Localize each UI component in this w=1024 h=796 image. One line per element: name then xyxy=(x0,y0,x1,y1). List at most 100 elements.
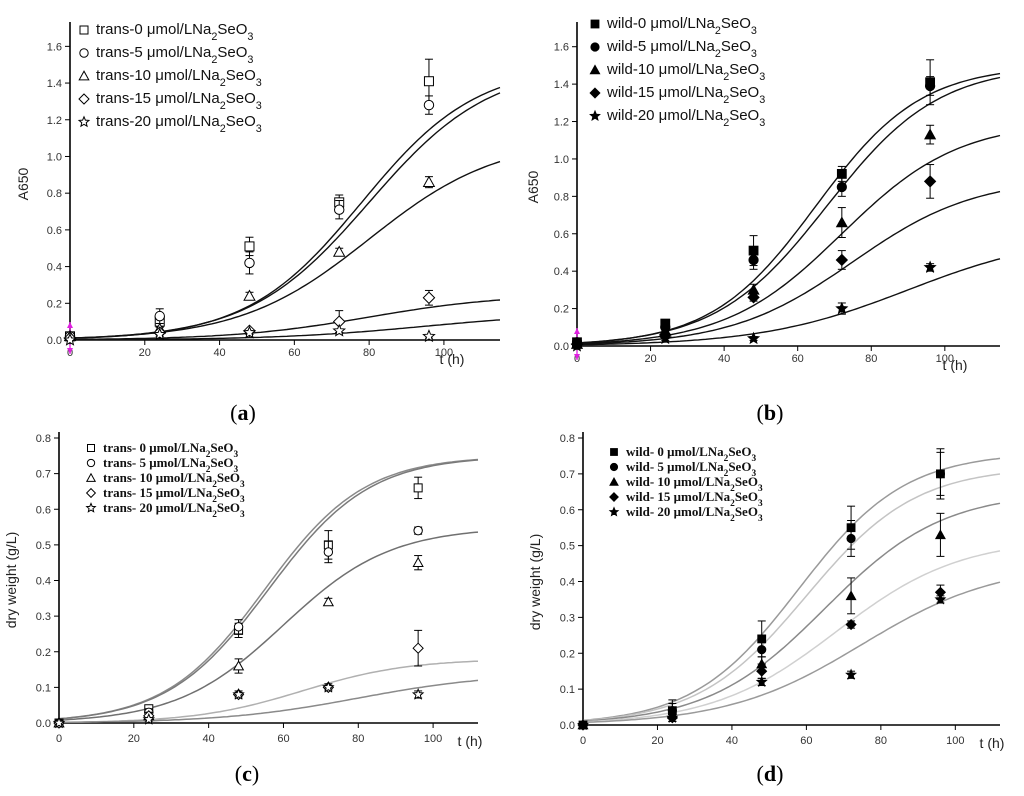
data-point xyxy=(423,76,434,87)
legend-label: trans-0 μmol/LNa2SeO3 xyxy=(96,21,253,43)
data-point xyxy=(845,618,857,631)
origin-marker-arrow-down xyxy=(67,348,73,354)
legend-marker xyxy=(609,462,619,472)
data-point xyxy=(835,216,848,228)
fit-curve-5 xyxy=(70,319,501,341)
origin-marker-arrow-up xyxy=(67,322,73,328)
legend-marker xyxy=(85,502,97,513)
data-point xyxy=(332,245,346,257)
x-tick-label: 60 xyxy=(792,353,804,365)
paren-open: ( xyxy=(757,761,764,786)
subscript: 2 xyxy=(723,94,729,106)
chart-panel-d: 0.0 0.1 0.2 0.3 0.4 0.5 0.6 0.7 0.8 0 20 40 60 80 100 t… xyxy=(527,432,1004,786)
y-tick-label: 0.4 xyxy=(47,262,62,274)
paren-open: ( xyxy=(235,761,242,786)
panel-label: (a) xyxy=(230,400,256,425)
y-tick-label: 1.6 xyxy=(554,42,569,54)
data-point xyxy=(232,687,245,700)
y-tick-label: 0.6 xyxy=(47,225,62,237)
fit-curve-1 xyxy=(582,457,1001,722)
panel-letter: d xyxy=(764,761,776,786)
data-point xyxy=(243,289,256,301)
subscript: 3 xyxy=(751,48,757,60)
y-tick-label: 0.2 xyxy=(554,304,569,316)
y-tick-label: 0.6 xyxy=(560,505,575,517)
series-3 xyxy=(53,555,424,728)
subscript: 3 xyxy=(759,117,765,129)
subscript: 3 xyxy=(751,454,756,464)
data-point xyxy=(746,331,761,345)
panel-letter: b xyxy=(764,400,776,425)
text-run: SeO xyxy=(728,444,751,459)
x-tick-label: 60 xyxy=(800,735,812,747)
legend-label: trans-15 μmol/LNa2SeO3 xyxy=(96,90,262,112)
paren-close: ) xyxy=(776,761,783,786)
legend-label: wild-15 μmol/LNa2SeO3 xyxy=(606,84,765,106)
text-run: SeO xyxy=(210,455,233,470)
series-5 xyxy=(52,680,425,729)
y-tick-label: 0.3 xyxy=(36,611,51,623)
data-point xyxy=(63,332,77,346)
paren-close: ) xyxy=(776,400,783,425)
x-tick-label: 20 xyxy=(139,347,151,359)
subscript: 3 xyxy=(247,31,253,43)
data-point xyxy=(846,533,856,544)
data-point xyxy=(748,254,759,266)
y-tick-label: 1.4 xyxy=(47,78,62,90)
paren-open: ( xyxy=(757,400,764,425)
y-tick-label: 0.4 xyxy=(560,577,575,589)
y-tick-label: 0.8 xyxy=(36,433,51,445)
text-run: SeO xyxy=(729,61,759,78)
x-tick-label: 0 xyxy=(580,735,586,747)
y-axis-label: dry weight (g/L) xyxy=(527,534,543,630)
subscript: 2 xyxy=(730,514,735,524)
subscript: 2 xyxy=(730,499,735,509)
data-point xyxy=(333,204,345,215)
y-tick-label: 0.3 xyxy=(560,612,575,624)
panel-label: (d) xyxy=(757,761,784,786)
data-point xyxy=(411,687,425,700)
paren-close: ) xyxy=(252,761,259,786)
legend-marker xyxy=(77,115,91,128)
text-run: trans-10 μmol/LNa xyxy=(96,67,220,84)
y-tick-label: 0.2 xyxy=(36,647,51,659)
fit-curve-5 xyxy=(582,581,1001,724)
text-run: SeO xyxy=(210,440,233,455)
data-point xyxy=(413,525,423,536)
legend-marker xyxy=(85,472,97,482)
legend-label: trans-5 μmol/LNa2SeO3 xyxy=(96,44,253,66)
text-run: SeO xyxy=(735,504,758,519)
subscript: 3 xyxy=(256,100,262,112)
series-4 xyxy=(53,629,424,729)
subscript: 3 xyxy=(759,94,765,106)
data-point xyxy=(152,327,167,341)
subscript: 2 xyxy=(723,117,729,129)
y-axis-label: A650 xyxy=(15,167,31,200)
legend-label: wild- 20 μmol/LNa2SeO3 xyxy=(626,504,763,524)
y-axis-label: A650 xyxy=(525,170,541,203)
text-run: wild- 15 μmol/LNa xyxy=(626,489,731,504)
panel-letter: c xyxy=(242,761,252,786)
subscript: 3 xyxy=(234,450,239,460)
subscript: 3 xyxy=(256,123,262,135)
data-point xyxy=(322,680,335,693)
subscript: 3 xyxy=(758,499,763,509)
legend-label: trans- 10 μmol/LNa2SeO3 xyxy=(103,470,245,490)
x-tick-label: 80 xyxy=(865,353,877,365)
x-tick-label: 60 xyxy=(288,347,300,359)
series-5 xyxy=(63,323,436,346)
text-run: SeO xyxy=(217,500,240,515)
series-2 xyxy=(64,95,435,342)
x-tick-label: 100 xyxy=(424,733,442,745)
x-axis-label: t (h) xyxy=(458,733,483,749)
text-run: wild-10 μmol/LNa xyxy=(606,61,724,78)
legend-label: wild-0 μmol/LNa2SeO3 xyxy=(606,15,757,37)
text-run: trans-15 μmol/LNa xyxy=(96,90,220,107)
paren-close: ) xyxy=(249,400,256,425)
origin-marker-arrow-down xyxy=(574,354,580,360)
y-tick-label: 0.4 xyxy=(554,266,569,278)
fit-curve-2 xyxy=(58,459,479,720)
subscript: 2 xyxy=(212,495,217,505)
